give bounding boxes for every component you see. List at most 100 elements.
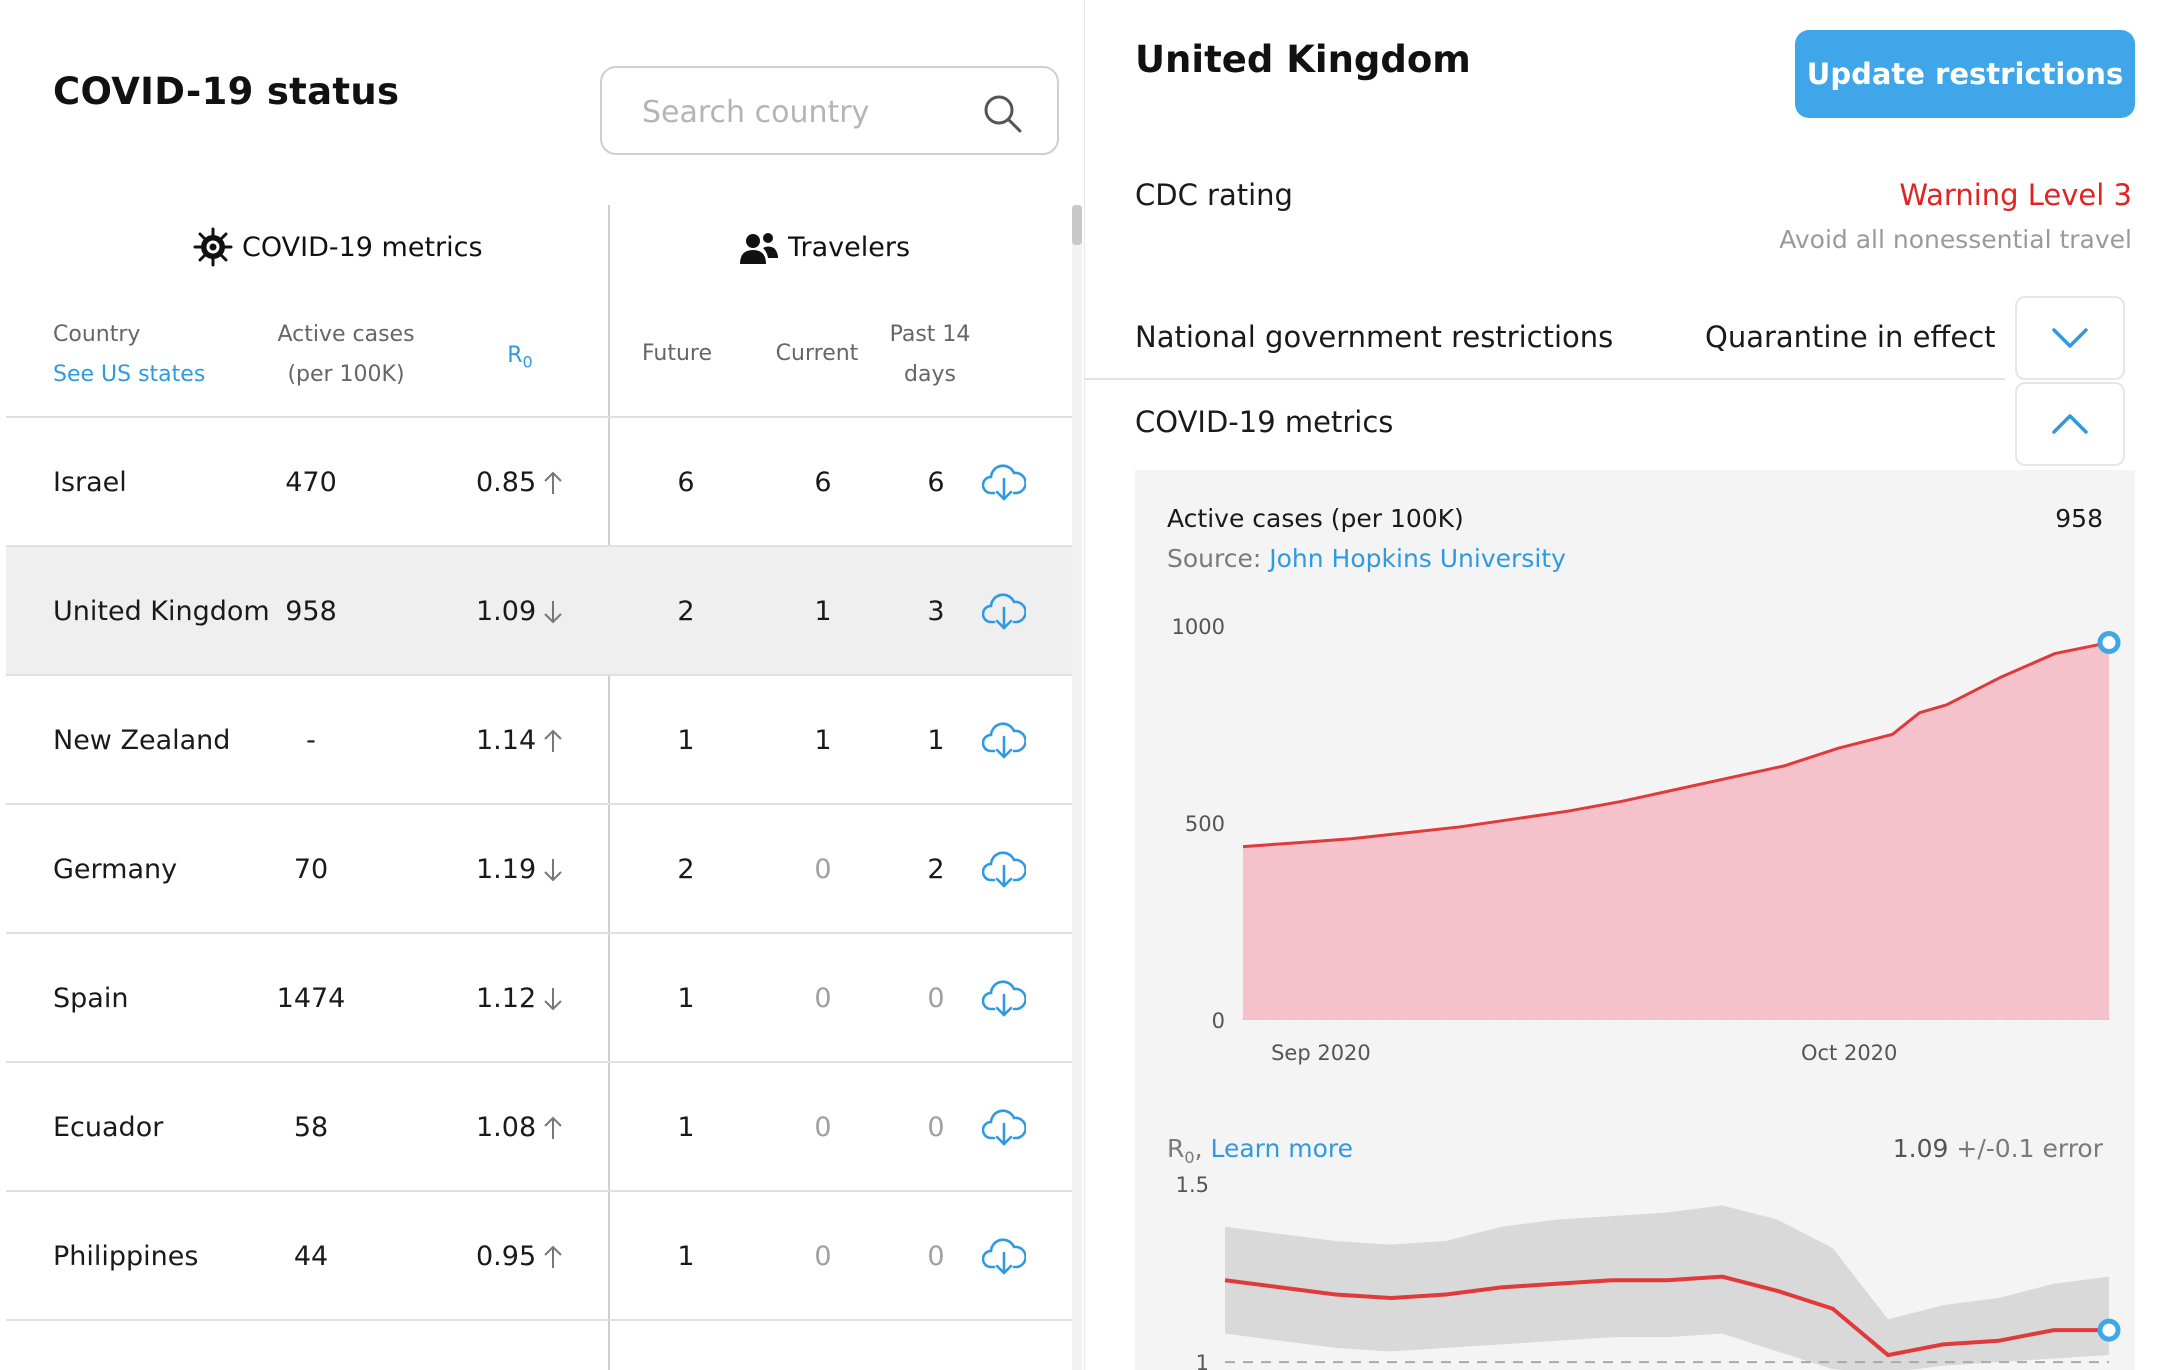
data-source: Source: John Hopkins University [1167, 544, 1566, 573]
column-group-divider [608, 205, 610, 1370]
download-button[interactable] [974, 547, 1034, 676]
r0-value-number: 1.09 [1892, 1134, 1949, 1163]
column-header-active-cases[interactable]: Active cases (per 100K) [246, 315, 446, 395]
cell-r0: 1.14 [458, 676, 578, 805]
column-header-future[interactable]: Future [641, 341, 713, 366]
y-tick-label: 1 [1196, 1351, 1209, 1370]
table-row[interactable]: United Kingdom 958 1.09 2 1 3 [6, 545, 1072, 674]
download-icon [982, 592, 1026, 629]
download-button[interactable] [974, 1063, 1034, 1192]
cell-r0: 0.85 [458, 418, 578, 547]
r0-chart-label: R0, Learn more [1167, 1134, 1353, 1167]
active-cases-header-label: Active cases [277, 322, 415, 347]
collapse-metrics-button[interactable] [2015, 382, 2125, 466]
download-button[interactable] [974, 805, 1034, 934]
r0-current-value: 1.09 +/-0.1 error [1893, 1134, 2103, 1163]
r0-value: 1.14 [476, 725, 537, 756]
y-tick-label: 1000 [1172, 615, 1225, 639]
scrollbar-thumb[interactable] [1072, 205, 1082, 245]
cell-active-cases: 958 [285, 596, 337, 627]
cell-country: Germany [53, 854, 178, 885]
update-restrictions-button[interactable]: Update restrictions [1795, 30, 2135, 118]
trend-down-icon [544, 858, 562, 881]
trend-down-icon [544, 600, 562, 623]
table-row[interactable]: Ecuador 58 1.08 1 0 0 [6, 1061, 1072, 1190]
x-tick-label: Sep 2020 [1271, 1041, 1371, 1065]
cell-future: 6 [677, 467, 695, 498]
cell-past-14-days: 0 [927, 1112, 945, 1143]
virus-icon [193, 227, 233, 267]
x-tick-label: Oct 2020 [1801, 1041, 1897, 1065]
cell-past-14-days: 3 [927, 596, 945, 627]
y-tick-label: 500 [1185, 812, 1225, 836]
past-header-unit: days [904, 362, 956, 387]
download-icon [982, 463, 1026, 500]
cell-past-14-days: 2 [927, 854, 945, 885]
cell-r0: 1.09 [458, 547, 578, 676]
cell-future: 1 [677, 1112, 695, 1143]
gov-restrictions-label: National government restrictions [1135, 320, 1614, 354]
r0-line [1224, 1274, 2109, 1358]
active-cases-end-marker [2097, 631, 2121, 655]
cell-current: 0 [814, 854, 832, 885]
column-header-r0[interactable]: R0 [490, 336, 550, 382]
search-box[interactable] [600, 66, 1059, 155]
download-icon [982, 1237, 1026, 1274]
metrics-group-label: COVID-19 metrics [242, 231, 483, 263]
cdc-advice: Avoid all nonessential travel [1779, 225, 2132, 254]
cell-active-cases: - [306, 725, 316, 756]
trend-up-icon [544, 1116, 562, 1139]
scrollbar-track[interactable] [1072, 205, 1082, 1370]
download-button[interactable] [974, 418, 1034, 547]
cell-active-cases: 470 [285, 467, 337, 498]
column-header-country: Country See US states [53, 315, 205, 395]
table-row[interactable]: New Zealand - 1.14 1 1 1 [6, 674, 1072, 803]
table-row[interactable]: Philippines 44 0.95 1 0 0 [6, 1190, 1072, 1319]
trend-up-icon [544, 1245, 562, 1268]
cell-future: 1 [677, 725, 695, 756]
column-header-past-14-days[interactable]: Past 14 days [880, 315, 980, 395]
download-button[interactable] [974, 934, 1034, 1063]
cell-future: 1 [677, 983, 695, 1014]
r0-header-label: R [507, 343, 523, 368]
y-tick-label: 0 [1212, 1009, 1225, 1033]
search-input[interactable] [642, 88, 972, 136]
cell-current: 1 [814, 596, 832, 627]
r0-header-subscript: 0 [522, 352, 533, 372]
cell-country: Israel [53, 467, 127, 498]
r0-value: 1.12 [476, 983, 537, 1014]
travelers-group-label: Travelers [788, 231, 911, 263]
r0-value: 1.08 [476, 1112, 537, 1143]
download-button[interactable] [974, 676, 1034, 805]
cell-current: 1 [814, 725, 832, 756]
cell-current: 0 [814, 1112, 832, 1143]
r0-value: 0.95 [476, 1241, 537, 1272]
learn-more-link[interactable]: Learn more [1210, 1134, 1354, 1163]
table-row[interactable]: Israel 470 0.85 6 6 6 [6, 416, 1072, 545]
section-divider [1085, 378, 2005, 380]
r0-label-text: R [1167, 1134, 1185, 1163]
r0-chart: 11.5 [1176, 1173, 2121, 1370]
download-icon [982, 979, 1026, 1016]
r0-value: 1.19 [476, 854, 537, 885]
column-header-current[interactable]: Current [775, 341, 859, 366]
chevron-up-icon [2052, 414, 2088, 434]
active-cases-header-unit: (per 100K) [287, 362, 405, 387]
cdc-warning-level: Warning Level 3 [1899, 178, 2132, 212]
active-cases-value: 958 [2055, 504, 2103, 533]
table-row[interactable]: Germany 70 1.19 2 0 2 [6, 803, 1072, 932]
table-row[interactable]: Spain 1474 1.12 1 0 0 [6, 932, 1072, 1061]
table-row[interactable] [6, 1319, 1072, 1370]
past-header-label: Past 14 [889, 322, 971, 347]
chevron-down-icon [2052, 328, 2088, 348]
download-button[interactable] [974, 1192, 1034, 1321]
metrics-card: Active cases (per 100K) 958 Source: John… [1135, 470, 2135, 1370]
search-icon[interactable] [981, 92, 1023, 134]
expand-restrictions-button[interactable] [2015, 296, 2125, 380]
country-list-panel: COVID-19 status COVID-19 metrics [6, 66, 1082, 1370]
source-link[interactable]: John Hopkins University [1269, 544, 1566, 573]
cell-r0: 1.19 [458, 805, 578, 934]
cell-future: 2 [677, 596, 695, 627]
see-us-states-link[interactable]: See US states [53, 362, 206, 387]
cell-country: Philippines [53, 1241, 199, 1272]
